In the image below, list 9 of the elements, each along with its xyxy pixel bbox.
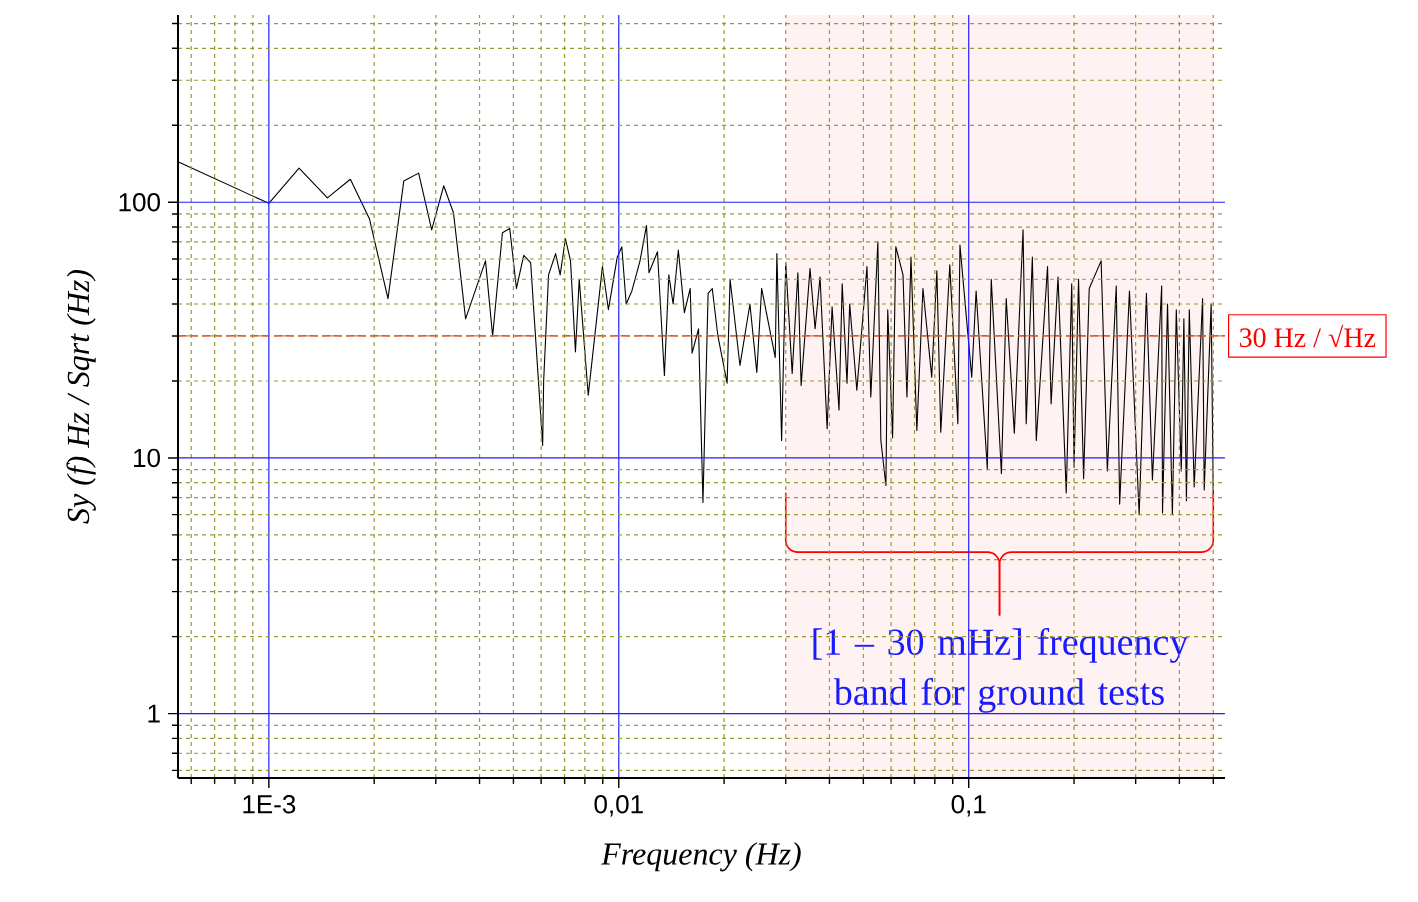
- y-tick-label: 10: [134, 448, 160, 468]
- x-tick-label: 0,1: [951, 795, 986, 817]
- x-axis-title: Frequency (Hz): [601, 842, 801, 872]
- y-axis-title: Sy (f) Hz / Sqrt (Hz): [66, 270, 96, 524]
- ref-line-label: 30 Hz / √Hz: [1239, 324, 1376, 348]
- x-tick-label: 1E-3: [243, 795, 296, 814]
- y-tick-label: 100: [119, 193, 160, 212]
- y-tick-label: 1: [148, 704, 160, 723]
- x-tick-label: 0,01: [594, 795, 643, 817]
